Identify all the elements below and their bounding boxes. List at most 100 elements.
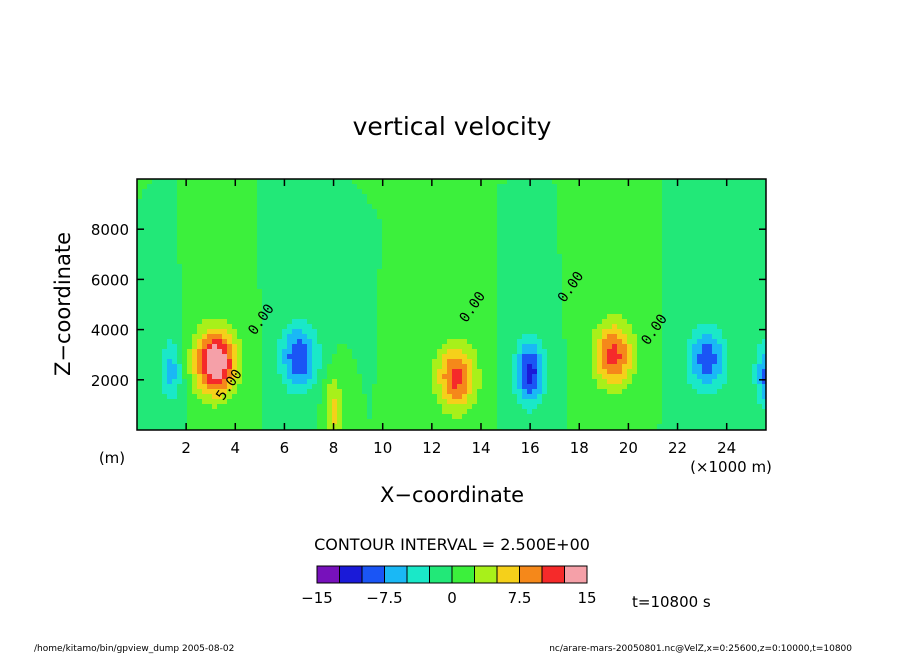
- contour-cell: [702, 239, 708, 245]
- contour-cell: [447, 249, 453, 255]
- contour-cell: [237, 279, 243, 285]
- contour-cell: [452, 324, 458, 330]
- contour-cell: [602, 219, 608, 225]
- contour-cell: [727, 369, 733, 375]
- contour-cell: [757, 234, 763, 240]
- contour-cell: [637, 319, 643, 325]
- contour-cell: [237, 189, 243, 195]
- contour-cell: [402, 349, 408, 355]
- contour-cell: [697, 234, 703, 240]
- contour-cell: [137, 249, 143, 255]
- contour-cell: [162, 234, 168, 240]
- contour-cell: [642, 344, 648, 350]
- contour-cell: [527, 324, 533, 330]
- contour-cell: [407, 244, 413, 250]
- contour-cell: [327, 259, 333, 265]
- contour-cell: [157, 259, 163, 265]
- contour-cell: [137, 324, 143, 330]
- contour-cell: [277, 359, 283, 365]
- contour-cell: [412, 344, 418, 350]
- contour-cell: [707, 339, 713, 345]
- contour-cell: [757, 259, 763, 265]
- contour-cell: [707, 359, 713, 365]
- contour-cell: [332, 314, 338, 320]
- contour-cell: [162, 219, 168, 225]
- contour-cell: [717, 359, 723, 365]
- contour-cell: [317, 359, 323, 365]
- contour-cell: [357, 184, 363, 190]
- contour-cell: [627, 294, 633, 300]
- contour-cell: [522, 309, 528, 315]
- contour-cell: [317, 179, 323, 185]
- contour-cell: [187, 204, 193, 210]
- contour-cell: [722, 284, 728, 290]
- contour-cell: [482, 324, 488, 330]
- contour-cell: [422, 359, 428, 365]
- contour-cell: [622, 184, 628, 190]
- contour-cell: [702, 249, 708, 255]
- contour-cell: [512, 179, 518, 185]
- contour-cell: [327, 299, 333, 305]
- contour-cell: [162, 359, 168, 365]
- contour-cell: [157, 239, 163, 245]
- contour-cell: [432, 239, 438, 245]
- contour-cell: [292, 229, 298, 235]
- contour-cell: [302, 194, 308, 200]
- contour-cell: [147, 179, 153, 185]
- contour-cell: [467, 374, 473, 380]
- contour-cell: [352, 299, 358, 305]
- contour-cell: [172, 194, 178, 200]
- contour-cell: [482, 244, 488, 250]
- contour-cell: [757, 279, 763, 285]
- contour-cell: [157, 344, 163, 350]
- contour-cell: [637, 309, 643, 315]
- contour-cell: [507, 364, 513, 370]
- contour-cell: [607, 219, 613, 225]
- contour-cell: [142, 199, 148, 205]
- contour-cell: [617, 259, 623, 265]
- contour-cell: [702, 244, 708, 250]
- contour-cell: [517, 364, 523, 370]
- contour-cell: [692, 339, 698, 345]
- contour-cell: [577, 344, 583, 350]
- contour-cell: [492, 179, 498, 185]
- contour-cell: [732, 269, 738, 275]
- contour-cell: [607, 194, 613, 200]
- contour-cell: [417, 224, 423, 230]
- contour-cell: [197, 249, 203, 255]
- contour-cell: [452, 329, 458, 335]
- contour-cell: [582, 274, 588, 280]
- contour-cell: [397, 194, 403, 200]
- contour-cell: [757, 214, 763, 220]
- contour-cell: [752, 229, 758, 235]
- contour-cell: [312, 214, 318, 220]
- contour-cell: [287, 309, 293, 315]
- contour-cell: [177, 279, 183, 285]
- contour-cell: [382, 219, 388, 225]
- contour-cell: [527, 349, 533, 355]
- contour-cell: [672, 354, 678, 360]
- contour-cell: [352, 244, 358, 250]
- contour-cell: [417, 349, 423, 355]
- contour-cell: [382, 354, 388, 360]
- contour-cell: [312, 229, 318, 235]
- contour-cell: [202, 349, 208, 355]
- contour-cell: [532, 219, 538, 225]
- contour-cell: [177, 314, 183, 320]
- contour-cell: [422, 294, 428, 300]
- contour-cell: [252, 259, 258, 265]
- contour-cell: [242, 219, 248, 225]
- contour-cell: [217, 209, 223, 215]
- contour-cell: [387, 359, 393, 365]
- contour-cell: [297, 199, 303, 205]
- contour-cell: [662, 289, 668, 295]
- contour-cell: [432, 299, 438, 305]
- contour-cell: [382, 209, 388, 215]
- contour-cell: [682, 304, 688, 310]
- contour-cell: [342, 339, 348, 345]
- contour-cell: [322, 209, 328, 215]
- contour-cell: [612, 289, 618, 295]
- contour-cell: [437, 349, 443, 355]
- contour-cell: [197, 324, 203, 330]
- contour-cell: [227, 259, 233, 265]
